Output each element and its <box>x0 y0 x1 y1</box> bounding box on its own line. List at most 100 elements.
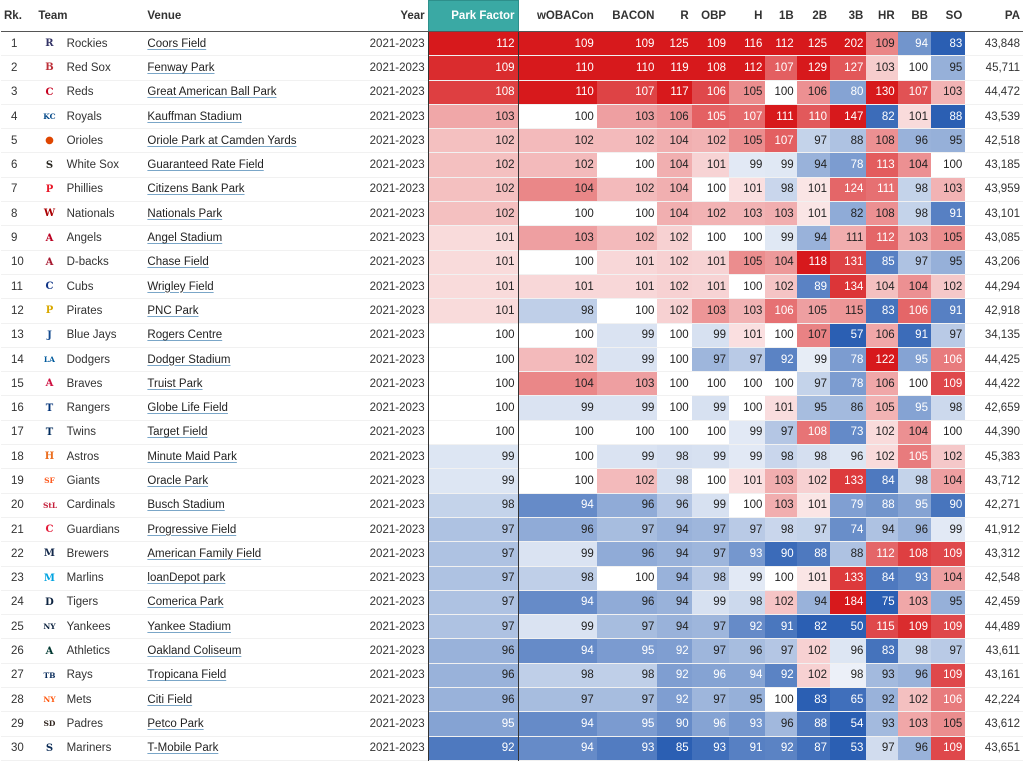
team-name: Padres <box>66 717 104 730</box>
venue-link[interactable]: Oakland Coliseum <box>147 645 242 658</box>
venue-link[interactable]: Petco Park <box>147 717 204 730</box>
header-1b[interactable]: 1B <box>765 0 797 32</box>
venue-link[interactable]: Rogers Centre <box>147 329 223 342</box>
rank-cell: 25 <box>11 620 24 633</box>
table-row: 9 A Angels Angel Stadium 2021-2023 101 103 102 1… <box>1 225 1023 251</box>
header-2b[interactable]: 2B <box>796 0 831 32</box>
venue-link[interactable]: Kauffman Stadium <box>147 110 242 123</box>
header-team[interactable]: Team <box>35 0 145 32</box>
b3-cell: 147 <box>830 104 867 129</box>
rank-cell: 3 <box>11 86 18 99</box>
table-row: 30 S Mariners T-Mobile Park 2021-2023 92 94 93 8… <box>1 736 1023 761</box>
b3-cell: 53 <box>830 736 867 761</box>
h-cell: 100 <box>729 225 766 251</box>
year-cell: 2021-2023 <box>369 377 425 390</box>
header-hr[interactable]: HR <box>866 0 898 32</box>
header-rank[interactable]: Rk. <box>1 0 36 32</box>
year-cell: 2021-2023 <box>369 256 425 269</box>
venue-cell: Petco Park <box>144 712 352 736</box>
header-year[interactable]: Year <box>352 0 429 32</box>
venue-link[interactable]: Minute Maid Park <box>147 450 237 463</box>
pf-cell: 108 <box>427 80 519 105</box>
b3-cell: 184 <box>830 590 867 615</box>
so-cell: 99 <box>930 517 966 542</box>
header-so[interactable]: SO <box>930 0 966 32</box>
pa-cell: 44,422 <box>984 377 1020 390</box>
table-row: 16 T Rangers Globe Life Field 2021-2023 100 99… <box>1 395 1023 421</box>
venue-link[interactable]: loanDepot park <box>147 572 226 585</box>
header-park-factor[interactable]: Park Factor <box>427 0 519 32</box>
header-h[interactable]: H <box>729 0 766 32</box>
b1-cell: 99 <box>765 225 797 251</box>
pf-cell: 102 <box>427 152 519 178</box>
venue-link[interactable]: Oriole Park at Camden Yards <box>147 134 297 147</box>
venue-link[interactable]: Progressive Field <box>147 523 237 536</box>
venue-link[interactable]: Angel Stadium <box>147 232 223 245</box>
rank-cell: 2 <box>11 61 18 74</box>
table-row: 20 StL Cardinals Busch Stadium 2021-2023 98 94… <box>1 493 1023 518</box>
woba-cell: 110 <box>518 80 597 105</box>
venue-link[interactable]: Guaranteed Rate Field <box>147 159 264 172</box>
header-pa[interactable]: PA <box>965 0 1023 32</box>
venue-cell: Citizens Bank Park <box>144 177 352 201</box>
bb-cell: 96 <box>897 663 931 688</box>
header-3b[interactable]: 3B <box>830 0 867 32</box>
venue-link[interactable]: Wrigley Field <box>147 280 214 293</box>
table-row: 11 C Cubs Wrigley Field 2021-2023 101 101 101 10… <box>1 274 1023 299</box>
header-bb[interactable]: BB <box>897 0 931 32</box>
header-bacon[interactable]: BACON <box>596 0 658 32</box>
venue-link[interactable]: Truist Park <box>147 377 203 390</box>
so-cell: 104 <box>930 468 966 494</box>
h-cell: 107 <box>729 104 766 129</box>
year-cell: 2021-2023 <box>369 329 425 342</box>
venue-link[interactable]: Nationals Park <box>147 207 223 220</box>
team-name: Braves <box>66 377 103 390</box>
header-r[interactable]: R <box>657 0 692 32</box>
so-cell: 91 <box>930 298 966 324</box>
venue-link[interactable]: Globe Life Field <box>147 402 228 415</box>
logo-cell: T <box>35 396 63 420</box>
logo-cell: A <box>35 639 63 663</box>
venue-link[interactable]: Yankee Stadium <box>147 620 231 633</box>
venue-link[interactable]: Chase Field <box>147 256 209 269</box>
r-cell: 106 <box>657 104 692 129</box>
rank-cell: 14 <box>11 353 24 366</box>
venue-link[interactable]: Citi Field <box>147 693 193 706</box>
hr-cell: 113 <box>866 152 898 178</box>
rank-cell: 27 <box>11 669 24 682</box>
team-name: Twins <box>66 426 96 439</box>
venue-link[interactable]: Comerica Park <box>147 596 224 609</box>
venue-link[interactable]: Busch Stadium <box>147 499 225 512</box>
year-cell: 2021-2023 <box>369 426 425 439</box>
year-cell: 2021-2023 <box>369 620 425 633</box>
venue-link[interactable]: Fenway Park <box>147 61 215 74</box>
venue-link[interactable]: Target Field <box>147 426 208 439</box>
venue-link[interactable]: Coors Field <box>147 37 207 50</box>
pa-cell: 43,611 <box>985 645 1020 658</box>
header-obp[interactable]: OBP <box>691 0 730 32</box>
b3-cell: 50 <box>830 614 867 639</box>
venue-link[interactable]: Citizens Bank Park <box>147 183 245 196</box>
header-woba[interactable]: wOBACon <box>518 0 597 32</box>
header-venue[interactable]: Venue <box>144 0 353 32</box>
b2-cell: 102 <box>796 663 831 688</box>
venue-link[interactable]: PNC Park <box>147 304 199 317</box>
venue-cell: Globe Life Field <box>144 396 352 420</box>
venue-cell: Busch Stadium <box>144 493 352 517</box>
venue-link[interactable]: T-Mobile Park <box>147 742 219 755</box>
venue-link[interactable]: American Family Field <box>147 547 262 560</box>
hr-cell: 85 <box>866 250 898 275</box>
team-name: Royals <box>66 110 102 123</box>
venue-link[interactable]: Great American Ball Park <box>147 86 277 99</box>
pa-cell: 44,489 <box>984 620 1020 633</box>
rank-cell: 28 <box>11 693 24 706</box>
venue-link[interactable]: Tropicana Field <box>147 669 227 682</box>
year-cell: 2021-2023 <box>369 353 425 366</box>
venue-link[interactable]: Dodger Stadium <box>147 353 231 366</box>
pf-cell: 102 <box>427 177 519 202</box>
venue-cell: Chase Field <box>144 250 352 274</box>
venue-link[interactable]: Oracle Park <box>147 474 209 487</box>
woba-cell: 103 <box>518 225 597 251</box>
bacon-cell: 100 <box>596 152 658 178</box>
